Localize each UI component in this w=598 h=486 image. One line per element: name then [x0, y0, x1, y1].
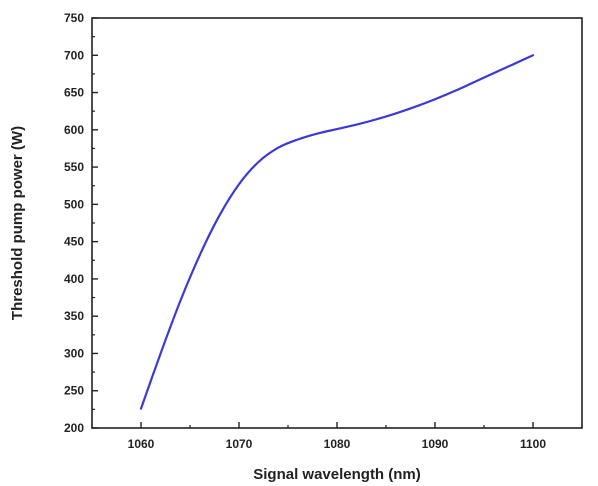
- y-tick-label: 300: [64, 346, 84, 360]
- y-axis-ticks: 200 250 300 350 400 450 500 550 600 650 700 750: [64, 11, 98, 435]
- y-tick-label: 250: [64, 384, 84, 398]
- x-tick-label: 1100: [520, 437, 546, 451]
- y-tick-label: 500: [64, 197, 84, 211]
- plot-area: [91, 17, 583, 429]
- x-tick-label: 1070: [226, 437, 253, 451]
- x-axis-title: Signal wavelength (nm): [253, 466, 421, 483]
- y-tick-label: 750: [64, 11, 84, 25]
- x-axis-ticks: 1060 1070 1080 1090 1100: [91, 422, 583, 451]
- series-layer: [139, 54, 535, 410]
- y-tick-label: 550: [64, 160, 84, 174]
- y-tick-label: 200: [64, 421, 84, 435]
- y-axis-title: Threshold pump power (W): [9, 126, 26, 320]
- y-tick-label: 350: [64, 309, 84, 323]
- x-tick-label: 1060: [128, 437, 155, 451]
- x-tick-label: 1080: [324, 437, 351, 451]
- series-line: [139, 54, 535, 410]
- plot-frame: [91, 17, 583, 429]
- x-tick-label: 1090: [422, 437, 449, 451]
- y-tick-label: 600: [64, 123, 84, 137]
- y-tick-label: 650: [64, 86, 84, 100]
- y-tick-label: 400: [64, 272, 84, 286]
- y-tick-label: 700: [64, 48, 84, 62]
- y-tick-label: 450: [64, 235, 84, 249]
